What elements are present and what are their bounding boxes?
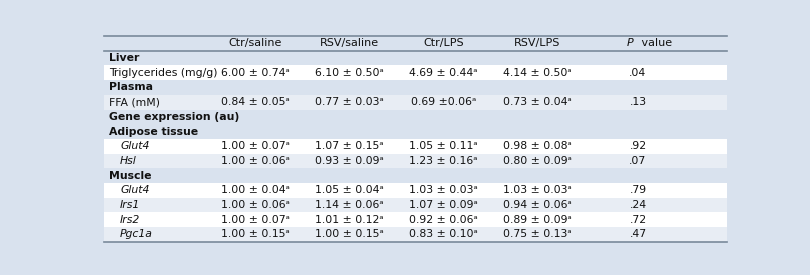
Text: 0.83 ± 0.10ᵃ: 0.83 ± 0.10ᵃ: [409, 229, 478, 239]
Text: 6.10 ± 0.50ᵃ: 6.10 ± 0.50ᵃ: [315, 68, 384, 78]
Text: 1.00 ± 0.06ᵃ: 1.00 ± 0.06ᵃ: [220, 156, 289, 166]
Text: .04: .04: [629, 68, 646, 78]
Bar: [104, 51, 727, 65]
Text: Ctr/LPS: Ctr/LPS: [423, 39, 463, 48]
Text: Pgc1a: Pgc1a: [120, 229, 153, 239]
Text: 0.93 ± 0.09ᵃ: 0.93 ± 0.09ᵃ: [315, 156, 384, 166]
Bar: [104, 109, 727, 124]
Text: .47: .47: [629, 229, 646, 239]
Text: 1.00 ± 0.04ᵃ: 1.00 ± 0.04ᵃ: [220, 185, 289, 195]
Text: 1.01 ± 0.12ᵃ: 1.01 ± 0.12ᵃ: [315, 215, 383, 225]
Text: RSV/LPS: RSV/LPS: [514, 39, 561, 48]
Bar: [104, 168, 727, 183]
Text: 0.89 ± 0.09ᵃ: 0.89 ± 0.09ᵃ: [503, 215, 572, 225]
Text: Hsl: Hsl: [120, 156, 137, 166]
Text: 1.05 ± 0.11ᵃ: 1.05 ± 0.11ᵃ: [409, 141, 478, 151]
Bar: [104, 198, 727, 212]
Text: 0.73 ± 0.04ᵃ: 0.73 ± 0.04ᵃ: [503, 97, 572, 107]
Text: FFA (mM): FFA (mM): [109, 97, 160, 107]
Text: Irs1: Irs1: [120, 200, 140, 210]
Text: 0.75 ± 0.13ᵃ: 0.75 ± 0.13ᵃ: [503, 229, 572, 239]
Text: Glut4: Glut4: [120, 185, 150, 195]
Text: 0.69 ±0.06ᵃ: 0.69 ±0.06ᵃ: [411, 97, 476, 107]
Text: 1.23 ± 0.16ᵃ: 1.23 ± 0.16ᵃ: [409, 156, 478, 166]
Text: 1.00 ± 0.15ᵃ: 1.00 ± 0.15ᵃ: [220, 229, 289, 239]
Text: Muscle: Muscle: [109, 170, 151, 181]
Text: Plasma: Plasma: [109, 82, 153, 92]
Text: Liver: Liver: [109, 53, 139, 63]
Text: value: value: [638, 39, 672, 48]
Text: .07: .07: [629, 156, 646, 166]
Text: Triglycerides (mg/g): Triglycerides (mg/g): [109, 68, 217, 78]
Bar: [104, 153, 727, 168]
Text: 1.00 ± 0.15ᵃ: 1.00 ± 0.15ᵃ: [315, 229, 384, 239]
Bar: [104, 36, 727, 51]
Text: 1.07 ± 0.15ᵃ: 1.07 ± 0.15ᵃ: [315, 141, 383, 151]
Text: .72: .72: [629, 215, 646, 225]
Text: P: P: [627, 39, 633, 48]
Bar: [104, 124, 727, 139]
Text: Ctr/saline: Ctr/saline: [228, 39, 282, 48]
Text: 1.05 ± 0.04ᵃ: 1.05 ± 0.04ᵃ: [315, 185, 384, 195]
Text: 4.69 ± 0.44ᵃ: 4.69 ± 0.44ᵃ: [409, 68, 478, 78]
Text: 1.00 ± 0.06ᵃ: 1.00 ± 0.06ᵃ: [220, 200, 289, 210]
Text: .13: .13: [629, 97, 646, 107]
Text: .92: .92: [629, 141, 646, 151]
Text: 1.07 ± 0.09ᵃ: 1.07 ± 0.09ᵃ: [409, 200, 478, 210]
Text: 1.03 ± 0.03ᵃ: 1.03 ± 0.03ᵃ: [503, 185, 572, 195]
Text: 0.94 ± 0.06ᵃ: 0.94 ± 0.06ᵃ: [503, 200, 572, 210]
Bar: [104, 227, 727, 242]
Bar: [104, 212, 727, 227]
Text: 6.00 ± 0.74ᵃ: 6.00 ± 0.74ᵃ: [220, 68, 289, 78]
Bar: [104, 183, 727, 198]
Text: .24: .24: [629, 200, 646, 210]
Text: 0.77 ± 0.03ᵃ: 0.77 ± 0.03ᵃ: [315, 97, 384, 107]
Text: Glut4: Glut4: [120, 141, 150, 151]
Text: 0.84 ± 0.05ᵃ: 0.84 ± 0.05ᵃ: [220, 97, 289, 107]
Text: RSV/saline: RSV/saline: [320, 39, 379, 48]
Bar: [104, 80, 727, 95]
Text: 0.92 ± 0.06ᵃ: 0.92 ± 0.06ᵃ: [409, 215, 478, 225]
Text: 0.98 ± 0.08ᵃ: 0.98 ± 0.08ᵃ: [503, 141, 572, 151]
Text: 1.00 ± 0.07ᵃ: 1.00 ± 0.07ᵃ: [220, 215, 289, 225]
Text: 1.00 ± 0.07ᵃ: 1.00 ± 0.07ᵃ: [220, 141, 289, 151]
Bar: [104, 65, 727, 80]
Text: .79: .79: [629, 185, 646, 195]
Text: Adipose tissue: Adipose tissue: [109, 126, 198, 136]
Text: 0.80 ± 0.09ᵃ: 0.80 ± 0.09ᵃ: [503, 156, 572, 166]
Text: 4.14 ± 0.50ᵃ: 4.14 ± 0.50ᵃ: [503, 68, 572, 78]
Text: Gene expression (au): Gene expression (au): [109, 112, 239, 122]
Text: 1.03 ± 0.03ᵃ: 1.03 ± 0.03ᵃ: [409, 185, 478, 195]
Bar: [104, 139, 727, 153]
Text: Irs2: Irs2: [120, 215, 140, 225]
Bar: [104, 95, 727, 109]
Text: 1.14 ± 0.06ᵃ: 1.14 ± 0.06ᵃ: [315, 200, 383, 210]
